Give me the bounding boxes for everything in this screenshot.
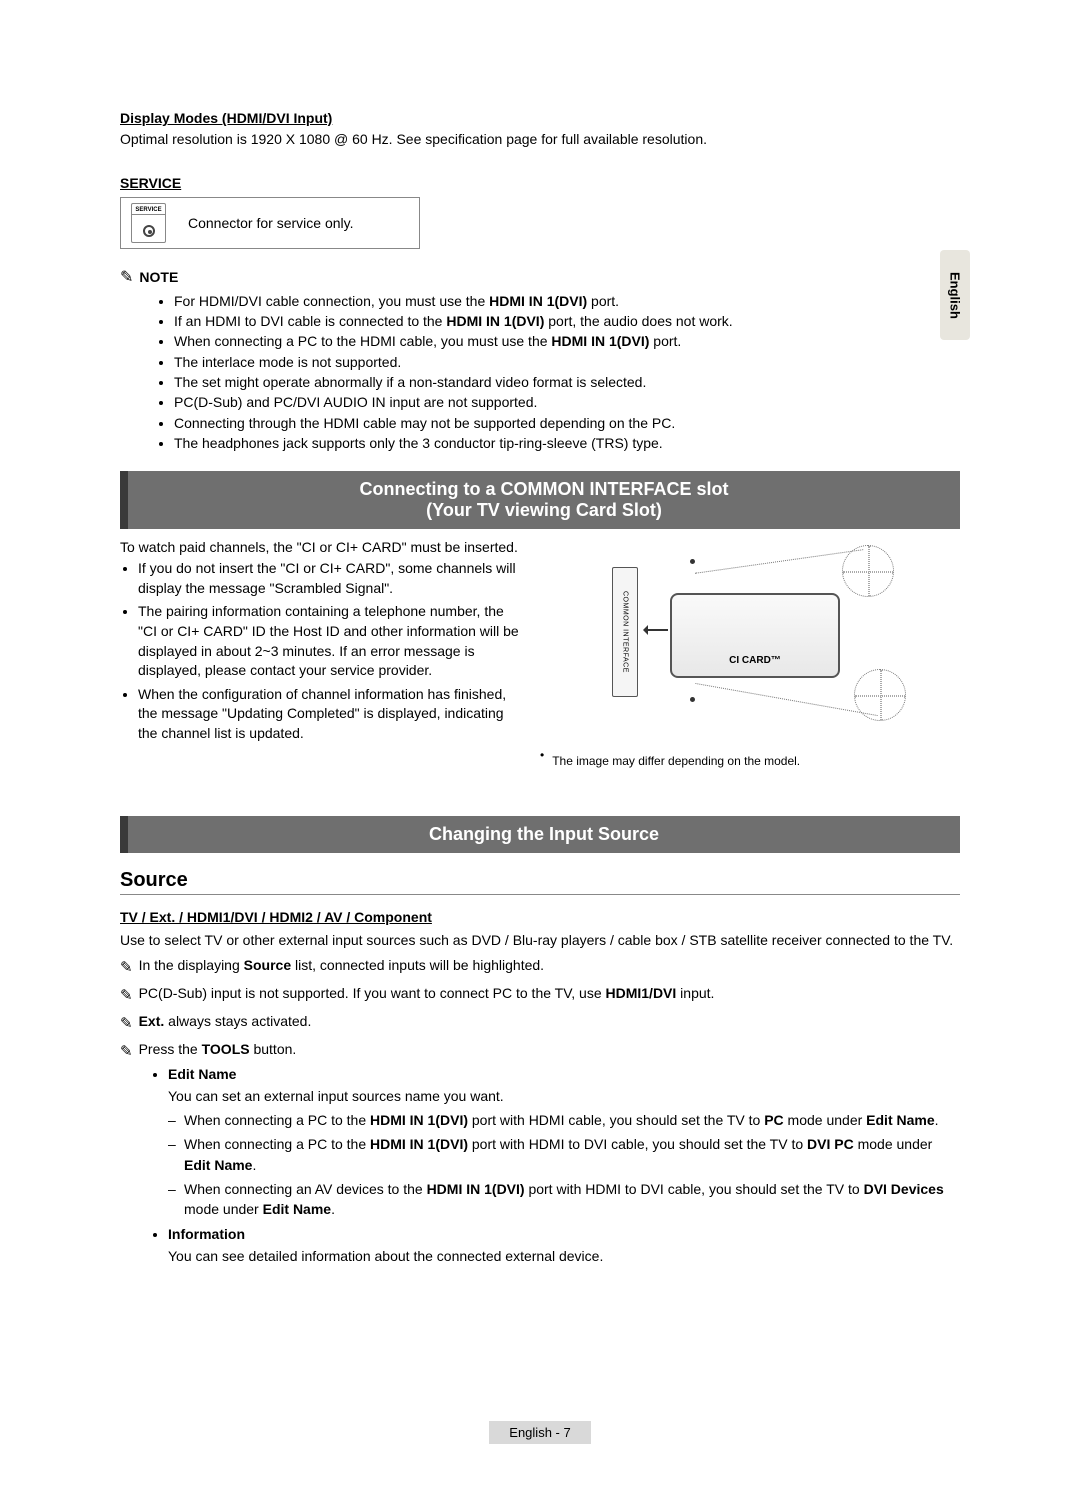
footer: English - 7 — [0, 1421, 1080, 1444]
dash-list: When connecting a PC to the HDMI IN 1(DV… — [168, 1110, 960, 1219]
bullet-icon: • — [540, 748, 544, 764]
note-icon: ✎ — [120, 985, 133, 1006]
band-common-interface: Connecting to a COMMON INTERFACE slot (Y… — [120, 471, 960, 529]
ci-card-label: CI CARD™ — [729, 655, 781, 666]
tools-item-title: Edit Name — [168, 1066, 236, 1082]
band-ci-line1: Connecting to a COMMON INTERFACE slot — [138, 479, 950, 500]
tip-line: ✎ Ext. always stays activated. — [120, 1012, 960, 1034]
band-ci-line2: (Your TV viewing Card Slot) — [138, 500, 950, 521]
note-item: For HDMI/DVI cable connection, you must … — [174, 291, 960, 311]
display-modes-text: Optimal resolution is 1920 X 1080 @ 60 H… — [120, 130, 960, 149]
arrow-left-icon — [644, 629, 668, 631]
service-port-icon: SERVICE — [131, 203, 166, 243]
ci-slot-label: COMMON INTERFACE — [622, 591, 629, 673]
tools-item-desc: You can see detailed information about t… — [168, 1246, 960, 1266]
note-item: Connecting through the HDMI cable may no… — [174, 413, 960, 433]
ci-slot-icon: COMMON INTERFACE — [612, 567, 638, 697]
ci-diagram: COMMON INTERFACE CI CARD™ — [584, 539, 914, 729]
tools-item-desc: You can set an external input sources na… — [168, 1086, 960, 1106]
tools-item-title: Information — [168, 1226, 245, 1242]
tip-text: PC(D-Sub) input is not supported. If you… — [139, 984, 715, 1004]
ci-item: When the configuration of channel inform… — [138, 685, 520, 744]
tip-line: ✎ In the displaying Source list, connecte… — [120, 956, 960, 978]
ci-item: The pairing information containing a tel… — [138, 602, 520, 680]
ci-list: If you do not insert the "CI or CI+ CARD… — [138, 559, 520, 743]
note-item: The headphones jack supports only the 3 … — [174, 433, 960, 453]
band-src-label: Changing the Input Source — [138, 824, 950, 845]
service-desc: Connector for service only. — [188, 215, 353, 231]
note-item: The interlace mode is not supported. — [174, 352, 960, 372]
service-box: SERVICE Connector for service only. — [120, 197, 420, 249]
ci-image-note: The image may differ depending on the mo… — [552, 754, 800, 768]
note-label: NOTE — [139, 269, 178, 285]
dot-icon — [690, 697, 695, 702]
jack-icon — [143, 225, 155, 237]
note-item: The set might operate abnormally if a no… — [174, 372, 960, 392]
tools-item: Edit Name You can set an external input s… — [168, 1064, 960, 1220]
note-item: If an HDMI to DVI cable is connected to … — [174, 311, 960, 331]
tip-text: Press the TOOLS button. — [139, 1040, 297, 1060]
dash-item: When connecting a PC to the HDMI IN 1(DV… — [168, 1110, 960, 1130]
note-icon: ✎ — [120, 1041, 133, 1062]
note-icon: ✎ — [120, 267, 133, 287]
tip-line: ✎ Press the TOOLS button. — [120, 1040, 960, 1062]
tip-text: In the displaying Source list, connected… — [139, 956, 544, 976]
dash-item: When connecting an AV devices to the HDM… — [168, 1179, 960, 1220]
tip-line: ✎ PC(D-Sub) input is not supported. If yo… — [120, 984, 960, 1006]
note-item: PC(D-Sub) and PC/DVI AUDIO IN input are … — [174, 392, 960, 412]
note-item: When connecting a PC to the HDMI cable, … — [174, 331, 960, 351]
dash-item: When connecting a PC to the HDMI IN 1(DV… — [168, 1134, 960, 1175]
ci-card-icon: CI CARD™ — [670, 593, 840, 678]
source-heading: Source — [120, 869, 960, 895]
ci-item: If you do not insert the "CI or CI+ CARD… — [138, 559, 520, 598]
note-list: For HDMI/DVI cable connection, you must … — [174, 291, 960, 453]
tools-list: Edit Name You can set an external input s… — [168, 1064, 960, 1267]
band-input-source: Changing the Input Source — [120, 816, 960, 853]
language-tab-label: English — [948, 272, 963, 319]
source-tips: ✎ In the displaying Source list, connecte… — [120, 956, 960, 1062]
dotted-line-icon — [695, 683, 877, 716]
note-icon: ✎ — [120, 1013, 133, 1034]
note-icon: ✎ — [120, 957, 133, 978]
page-number: English - 7 — [489, 1421, 590, 1444]
service-heading: SERVICE — [120, 175, 960, 191]
tools-item: Information You can see detailed informat… — [168, 1224, 960, 1267]
dot-icon — [690, 559, 695, 564]
tip-text: Ext. always stays activated. — [139, 1012, 312, 1032]
display-modes-heading: Display Modes (HDMI/DVI Input) — [120, 110, 960, 126]
globe-icon — [842, 545, 894, 597]
service-icon-label: SERVICE — [132, 207, 165, 215]
dotted-line-icon — [695, 549, 863, 574]
source-sub: TV / Ext. / HDMI1/DVI / HDMI2 / AV / Com… — [120, 909, 960, 925]
ci-intro: To watch paid channels, the "CI or CI+ C… — [120, 539, 520, 555]
source-desc: Use to select TV or other external input… — [120, 931, 960, 950]
language-tab: English — [940, 250, 970, 340]
